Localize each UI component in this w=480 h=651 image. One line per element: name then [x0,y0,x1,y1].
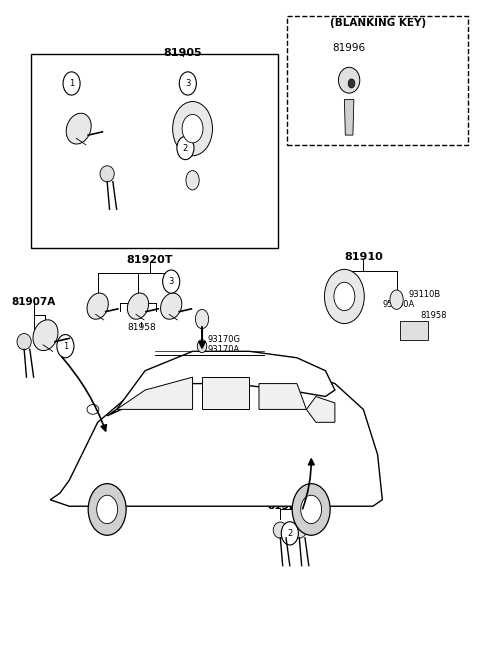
Text: 81958: 81958 [127,323,156,332]
Ellipse shape [17,333,31,350]
Ellipse shape [273,522,288,538]
Ellipse shape [186,171,199,190]
Circle shape [173,102,213,156]
Ellipse shape [66,113,91,144]
Circle shape [163,270,180,293]
Circle shape [348,79,355,88]
Text: 93110B: 93110B [408,290,441,299]
Circle shape [182,115,203,143]
Ellipse shape [33,320,58,351]
Polygon shape [306,396,335,422]
Ellipse shape [338,67,360,93]
Circle shape [88,484,126,535]
Ellipse shape [292,522,306,538]
Ellipse shape [100,166,114,182]
Ellipse shape [87,404,99,414]
Ellipse shape [195,309,209,329]
Text: 3: 3 [185,79,191,88]
Text: 81996: 81996 [333,43,366,53]
Text: 93170G: 93170G [208,335,241,344]
Text: 1: 1 [69,79,74,88]
Polygon shape [117,377,192,409]
Ellipse shape [127,293,149,319]
Circle shape [96,495,118,523]
Circle shape [292,484,330,535]
Ellipse shape [87,293,108,319]
Circle shape [197,340,207,353]
Text: 81958: 81958 [420,311,447,320]
Polygon shape [259,383,306,409]
Circle shape [301,495,322,523]
Polygon shape [344,100,354,135]
Text: 81907A: 81907A [12,297,56,307]
Polygon shape [107,352,335,416]
Text: 95860A: 95860A [383,300,415,309]
Text: 81919: 81919 [220,359,249,368]
FancyBboxPatch shape [31,55,278,248]
Polygon shape [50,370,383,506]
Polygon shape [202,377,250,409]
FancyBboxPatch shape [288,16,468,145]
Text: 81905: 81905 [164,48,203,58]
Text: 3: 3 [168,277,174,286]
FancyBboxPatch shape [400,321,428,340]
Circle shape [57,335,74,358]
Circle shape [324,270,364,324]
Text: 2: 2 [183,143,188,152]
Circle shape [281,521,299,545]
Circle shape [334,283,355,311]
Circle shape [179,72,196,95]
Text: 2: 2 [287,529,292,538]
Text: 81910: 81910 [344,252,383,262]
Ellipse shape [390,290,403,309]
Text: 81920T: 81920T [127,255,173,265]
Text: (BLANKING KEY): (BLANKING KEY) [330,18,426,29]
Circle shape [63,72,80,95]
Circle shape [177,137,194,159]
Text: 1: 1 [63,342,68,351]
Text: 81521B: 81521B [268,501,312,511]
Ellipse shape [161,293,182,319]
Text: 93170A: 93170A [208,345,240,354]
